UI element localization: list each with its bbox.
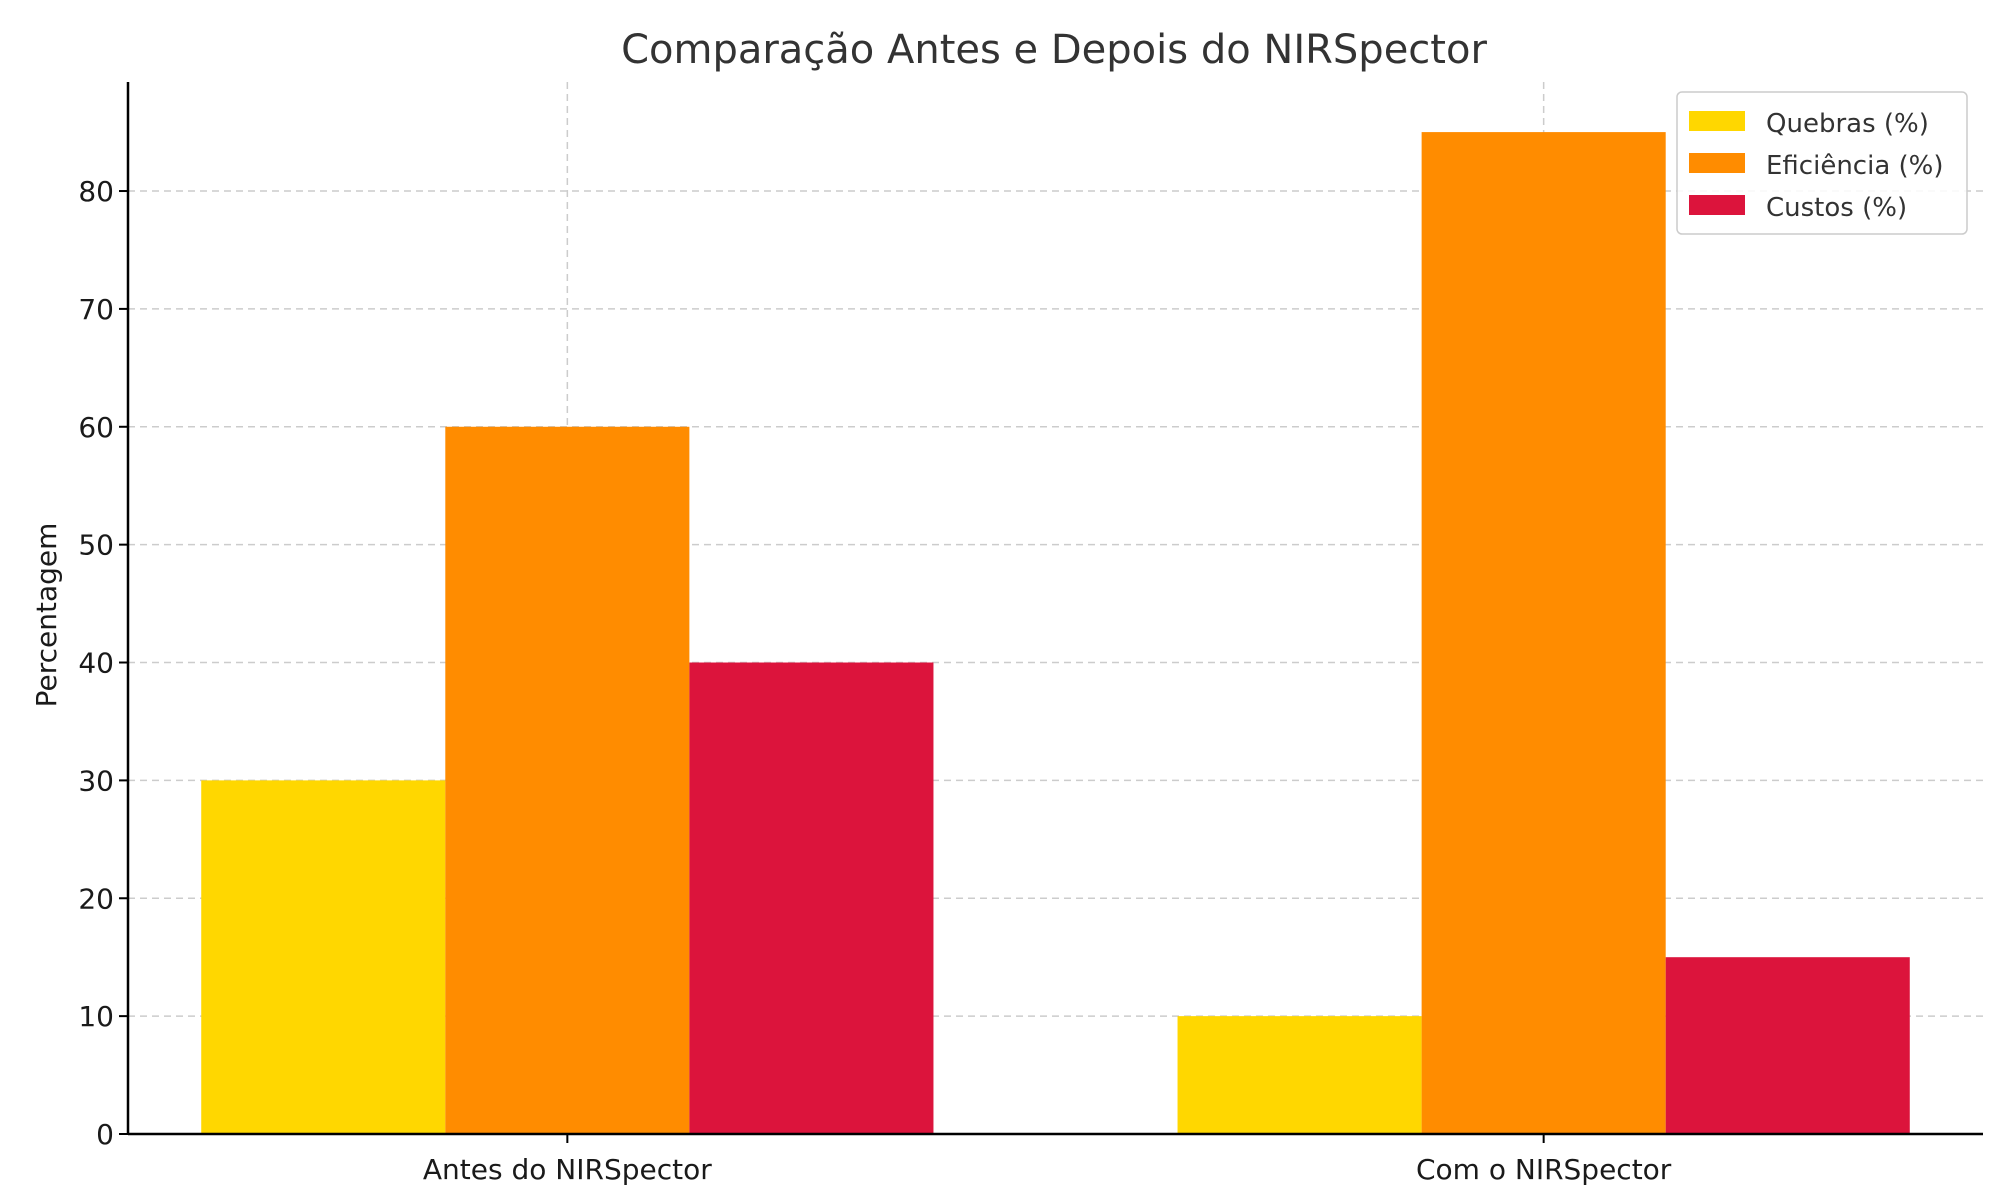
bar [689,662,934,1134]
y-axis-label: Percentagem [30,523,63,708]
legend-swatch [1689,111,1745,131]
y-tick-label: 10 [78,1000,114,1033]
bar [1177,1016,1422,1134]
bar [445,426,690,1135]
bars [201,132,1910,1135]
legend-label: Quebras (%) [1766,109,1929,139]
legend-label: Custos (%) [1766,193,1907,223]
axes [126,82,1983,1136]
y-tick-label: 40 [78,647,114,680]
bar [1421,132,1666,1135]
y-tick-label: 60 [78,411,114,444]
bar [1665,957,1910,1134]
ticks: 0 10 20 30 40 50 60 70 80 Antes do NIRSpector Com … [78,175,1671,1186]
chart-title: Comparação Antes e Depois do NIRSpector [621,27,1487,73]
legend[interactable]: Quebras (%) Eficiência (%) Custos (%) [1676,91,1968,235]
y-tick-label: 70 [78,293,114,326]
x-tick-label: Com o NIRSpector [1416,1153,1672,1186]
y-tick-label: 80 [78,175,114,208]
y-tick-label: 20 [78,882,114,915]
y-tick-label: 50 [78,529,114,562]
legend-swatch [1689,153,1745,173]
legend-box [1676,91,1968,235]
legend-label: Eficiência (%) [1766,151,1944,181]
y-tick-label: 30 [78,764,114,797]
y-tick-label: 0 [96,1118,114,1151]
bar [201,780,446,1134]
x-tick-label: Antes do NIRSpector [423,1153,712,1186]
legend-swatch [1689,195,1745,215]
